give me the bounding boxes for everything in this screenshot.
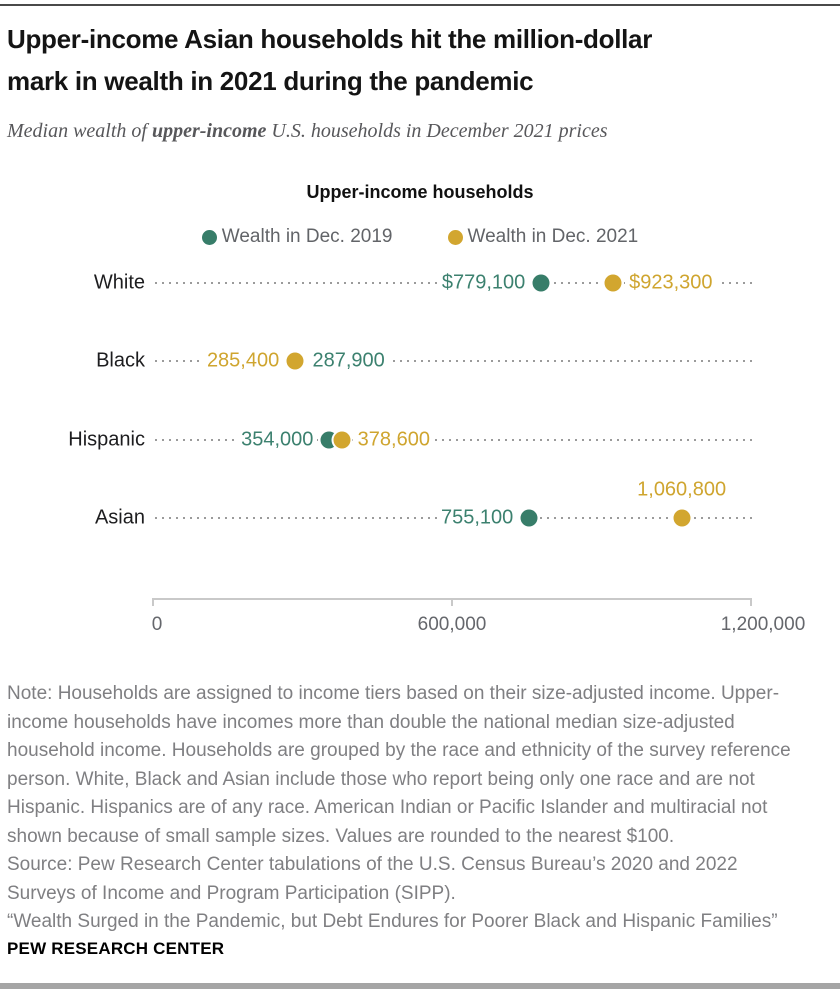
source-text-line: Surveys of Income and Program Participat… (7, 882, 456, 904)
dotted-leader-line (155, 439, 753, 441)
page-subtitle: Median wealth of upper-income U.S. house… (7, 120, 827, 143)
note-text-line: household income. Households are grouped… (7, 740, 791, 761)
value-label: 755,100 (437, 506, 518, 530)
dot-2019 (532, 274, 550, 292)
value-label: 1,060,800 (637, 478, 727, 501)
page-title: Upper-income Asian households hit the mi… (7, 18, 833, 102)
legend-item-2021: Wealth in Dec. 2021 (447, 226, 639, 248)
note-text-line: Hispanic. Hispanics are of any race. Ame… (7, 797, 768, 818)
chart-title: Upper-income households (306, 182, 534, 202)
bottom-divider (0, 983, 840, 989)
category-label: Black (96, 349, 145, 372)
legend-label-2021: Wealth in Dec. 2021 (467, 226, 639, 247)
dot-2019 (520, 509, 538, 527)
x-axis-tick-label: 1,200,000 (720, 614, 806, 635)
value-label: $923,300 (625, 271, 717, 295)
pew-research-center-wordmark: PEW RESEARCH CENTER (7, 939, 225, 958)
dot-2021 (673, 509, 691, 527)
value-label: 285,400 (202, 349, 284, 373)
legend-item-2019: Wealth in Dec. 2019 (201, 226, 393, 248)
x-axis-tick (750, 598, 752, 606)
value-label: 378,600 (353, 428, 434, 452)
category-label: White (93, 271, 145, 294)
dotted-leader-line (155, 360, 753, 362)
x-axis-tick (451, 598, 453, 606)
category-label: Hispanic (68, 428, 145, 451)
legend-dot-2019-icon (201, 229, 217, 245)
note-text-line: shown because of small sample sizes. Val… (7, 825, 675, 847)
x-axis-tick (152, 598, 154, 606)
note-text-line: person. White, Black and Asian include t… (7, 768, 755, 790)
report-title-quote: “Wealth Surged in the Pandemic, but Debt… (7, 911, 778, 932)
dot-2021 (333, 431, 351, 449)
x-axis-tick-label: 600,000 (417, 614, 487, 635)
top-divider (0, 4, 840, 6)
dot-2021 (604, 274, 622, 292)
dot-2021 (286, 352, 304, 370)
x-axis-tick-label: 0 (151, 614, 163, 635)
subtitle-suffix: U.S. households in December 2021 prices (266, 120, 608, 142)
source-text-line: Source: Pew Research Center tabulations … (7, 854, 738, 875)
note-text-line: income households have incomes more than… (7, 711, 735, 733)
page-title-line2: mark in wealth in 2021 during the pandem… (7, 66, 534, 96)
value-label: $779,100 (437, 271, 530, 295)
note-text-line: Note: Households are assigned to income … (7, 683, 780, 704)
value-label: 354,000 (237, 428, 318, 452)
legend-dot-2021-icon (447, 229, 463, 245)
value-label: 287,900 (308, 349, 389, 373)
subtitle-bold: upper-income (151, 120, 267, 142)
legend-label-2019: Wealth in Dec. 2019 (221, 226, 393, 247)
page-title-line1: Upper-income Asian households hit the mi… (7, 24, 653, 54)
chart-legend: Wealth in Dec. 2019 Wealth in Dec. 2021 (0, 226, 840, 248)
subtitle-prefix: Median wealth of (7, 120, 152, 142)
category-label: Asian (94, 506, 145, 529)
